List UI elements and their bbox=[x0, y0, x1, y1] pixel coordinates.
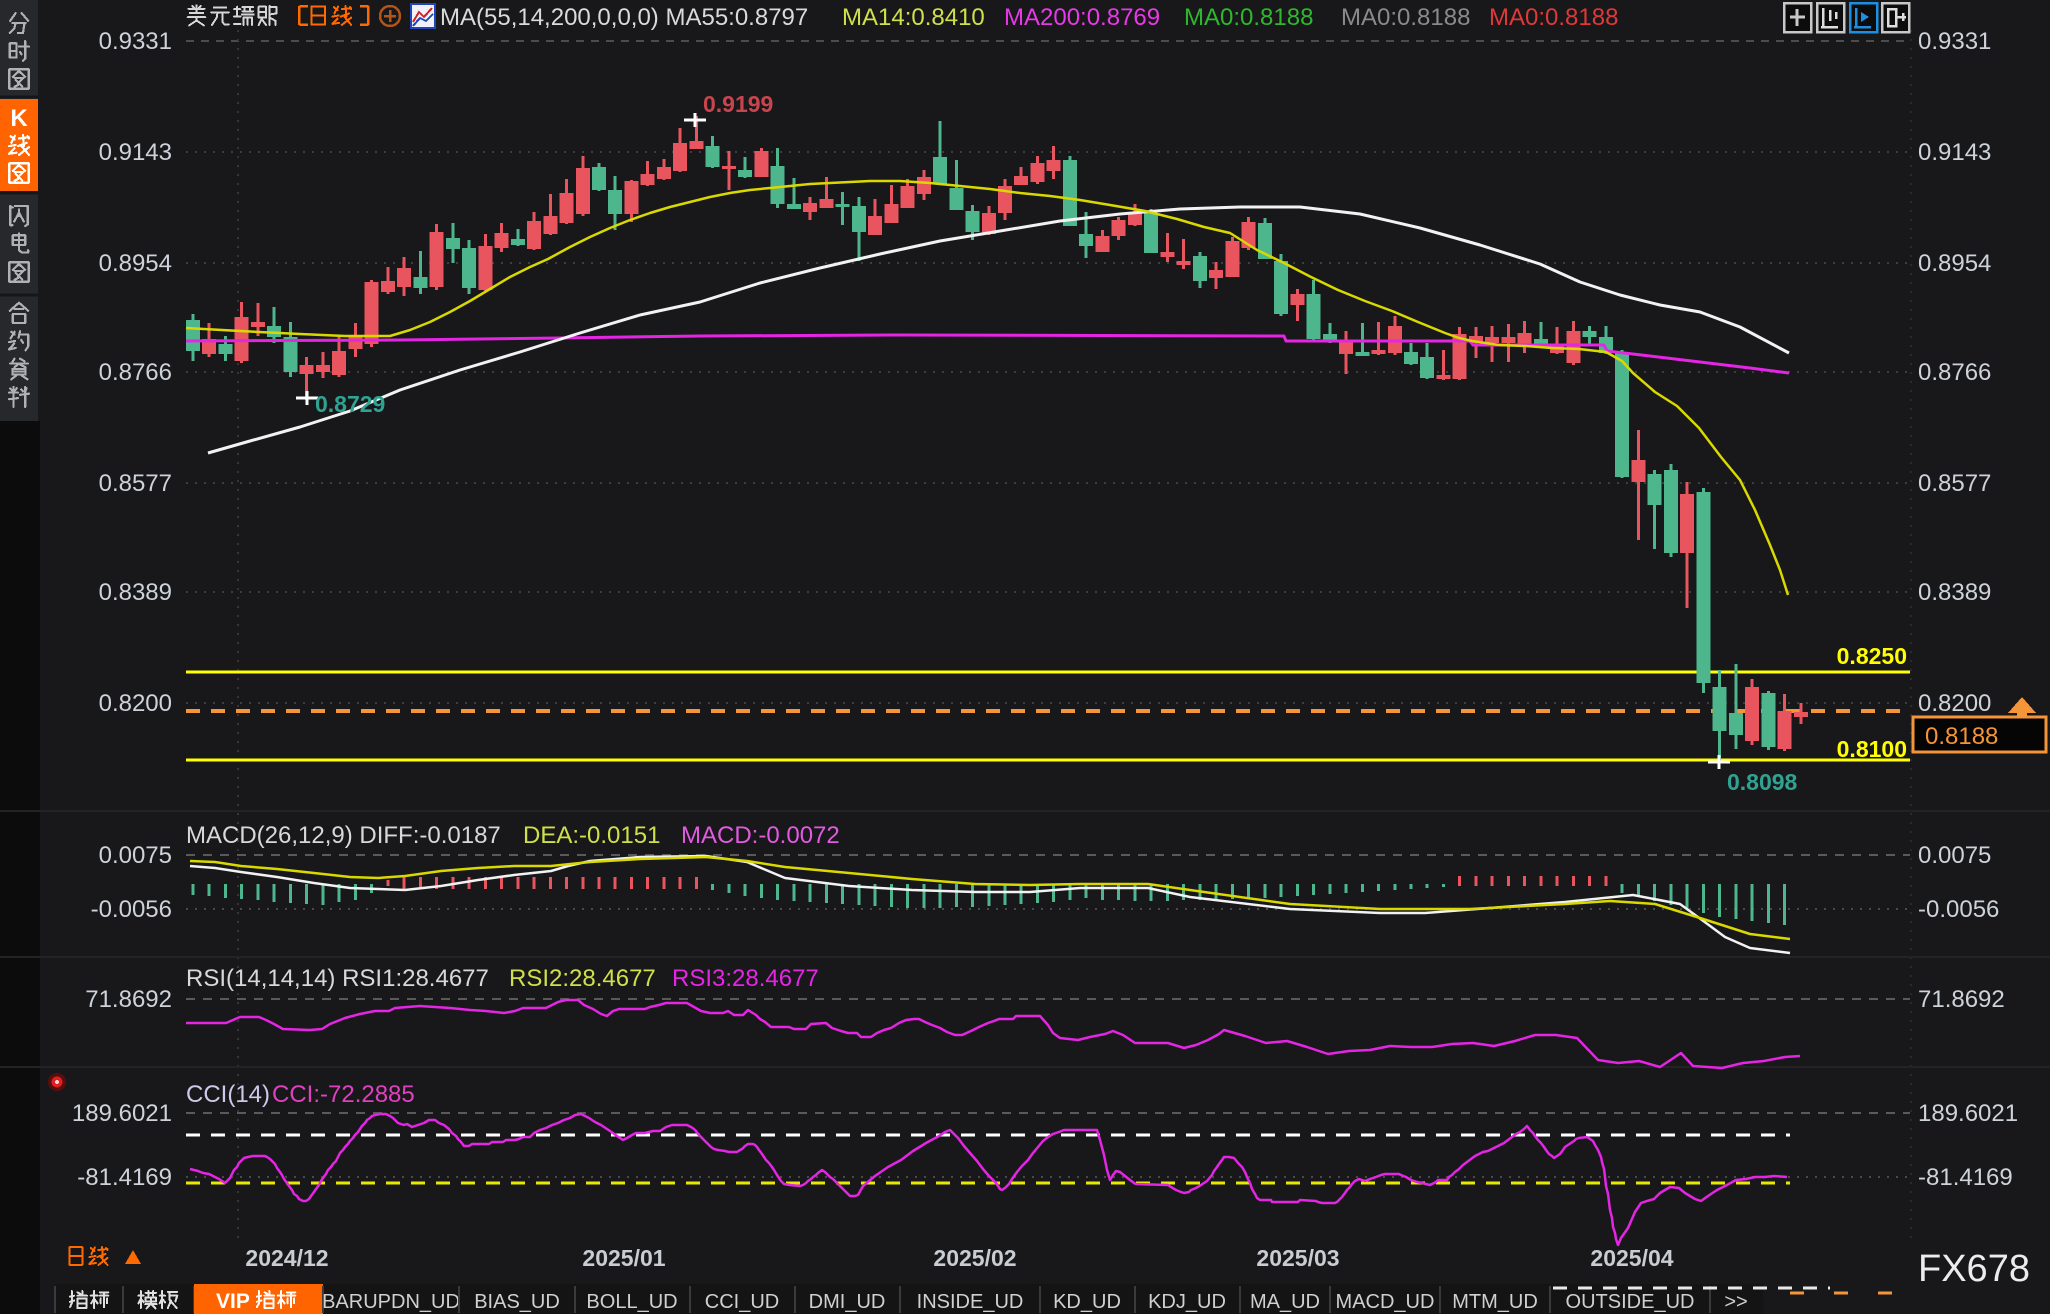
svg-text:BIAS_UD: BIAS_UD bbox=[474, 1291, 560, 1313]
svg-text:0.8389: 0.8389 bbox=[99, 579, 172, 606]
svg-text:-0.0056: -0.0056 bbox=[91, 896, 172, 923]
svg-text:0.9143: 0.9143 bbox=[99, 139, 172, 166]
svg-text:RSI2:28.4677: RSI2:28.4677 bbox=[509, 965, 656, 992]
svg-text:0.8766: 0.8766 bbox=[1918, 359, 1991, 386]
svg-text:>>: >> bbox=[1724, 1291, 1747, 1313]
svg-text:0.8098: 0.8098 bbox=[1727, 769, 1798, 795]
svg-text:MTM_UD: MTM_UD bbox=[1452, 1291, 1538, 1313]
svg-text:0.8389: 0.8389 bbox=[1918, 579, 1991, 606]
svg-text:KD_UD: KD_UD bbox=[1053, 1291, 1121, 1313]
svg-text:OUTSIDE_UD: OUTSIDE_UD bbox=[1566, 1291, 1695, 1313]
svg-text:0.8954: 0.8954 bbox=[1918, 250, 1991, 277]
svg-text:BOLL_UD: BOLL_UD bbox=[586, 1291, 677, 1313]
svg-text:MA0:0.8188: MA0:0.8188 bbox=[1341, 4, 1470, 31]
svg-text:0.9331: 0.9331 bbox=[1918, 28, 1991, 55]
svg-text:MA_UD: MA_UD bbox=[1250, 1291, 1320, 1313]
svg-text:0.8577: 0.8577 bbox=[1918, 470, 1991, 497]
svg-text:0.8200: 0.8200 bbox=[1918, 690, 1991, 717]
svg-text:RSI3:28.4677: RSI3:28.4677 bbox=[672, 965, 819, 992]
svg-text:2025/04: 2025/04 bbox=[1590, 1245, 1673, 1271]
svg-text:189.6021: 189.6021 bbox=[1918, 1100, 2018, 1127]
svg-text:0.9331: 0.9331 bbox=[99, 28, 172, 55]
svg-text:2025/01: 2025/01 bbox=[582, 1245, 665, 1271]
svg-text:0.0075: 0.0075 bbox=[1918, 842, 1991, 869]
svg-text:DMI_UD: DMI_UD bbox=[809, 1291, 886, 1313]
svg-text:INSIDE_UD: INSIDE_UD bbox=[917, 1291, 1024, 1313]
svg-text:0.8100: 0.8100 bbox=[1837, 736, 1907, 762]
svg-text:71.8692: 71.8692 bbox=[1918, 986, 2005, 1013]
svg-text:0.8188: 0.8188 bbox=[1925, 723, 1998, 750]
svg-text:2025/02: 2025/02 bbox=[933, 1245, 1016, 1271]
svg-text:0.8250: 0.8250 bbox=[1837, 643, 1907, 669]
svg-text:71.8692: 71.8692 bbox=[85, 986, 172, 1013]
svg-text:MA(55,14,200,0,0,0) MA55:0.879: MA(55,14,200,0,0,0) MA55:0.8797 bbox=[440, 4, 808, 31]
svg-text:189.6021: 189.6021 bbox=[72, 1100, 172, 1127]
svg-text:MA0:0.8188: MA0:0.8188 bbox=[1184, 4, 1313, 31]
svg-text:0.9143: 0.9143 bbox=[1918, 139, 1991, 166]
svg-text:2024/12: 2024/12 bbox=[245, 1245, 328, 1271]
svg-text:0.9199: 0.9199 bbox=[703, 91, 773, 117]
svg-text:-81.4169: -81.4169 bbox=[77, 1164, 172, 1191]
svg-text:DEA:-0.0151: DEA:-0.0151 bbox=[523, 822, 660, 849]
svg-text:0.8766: 0.8766 bbox=[99, 359, 172, 386]
svg-text:CCI_UD: CCI_UD bbox=[705, 1291, 779, 1313]
svg-text:BARUPDN_UD: BARUPDN_UD bbox=[322, 1291, 460, 1313]
svg-text:VIP: VIP bbox=[216, 1290, 250, 1313]
svg-text:0.8577: 0.8577 bbox=[99, 470, 172, 497]
svg-text:0.0075: 0.0075 bbox=[99, 842, 172, 869]
svg-text:RSI(14,14,14) RSI1:28.4677: RSI(14,14,14) RSI1:28.4677 bbox=[186, 965, 489, 992]
svg-text:2025/03: 2025/03 bbox=[1256, 1245, 1339, 1271]
svg-text:-0.0056: -0.0056 bbox=[1918, 896, 1999, 923]
svg-text:KDJ_UD: KDJ_UD bbox=[1148, 1291, 1226, 1313]
svg-text:CCI(14): CCI(14) bbox=[186, 1081, 270, 1108]
svg-text:0.8954: 0.8954 bbox=[99, 250, 172, 277]
svg-text:K: K bbox=[10, 105, 28, 132]
svg-text:MA200:0.8769: MA200:0.8769 bbox=[1004, 4, 1160, 31]
svg-text:-81.4169: -81.4169 bbox=[1918, 1164, 2013, 1191]
svg-text:MA14:0.8410: MA14:0.8410 bbox=[842, 4, 985, 31]
svg-text:MA0:0.8188: MA0:0.8188 bbox=[1489, 4, 1618, 31]
svg-text:CCI:-72.2885: CCI:-72.2885 bbox=[272, 1081, 415, 1108]
svg-text:MACD_UD: MACD_UD bbox=[1336, 1291, 1435, 1313]
svg-text:MACD(26,12,9) DIFF:-0.0187: MACD(26,12,9) DIFF:-0.0187 bbox=[186, 822, 501, 849]
svg-text:0.8200: 0.8200 bbox=[99, 690, 172, 717]
svg-text:MACD:-0.0072: MACD:-0.0072 bbox=[681, 822, 840, 849]
svg-text:0.8729: 0.8729 bbox=[315, 391, 385, 417]
svg-text:FX678: FX678 bbox=[1918, 1248, 2030, 1290]
